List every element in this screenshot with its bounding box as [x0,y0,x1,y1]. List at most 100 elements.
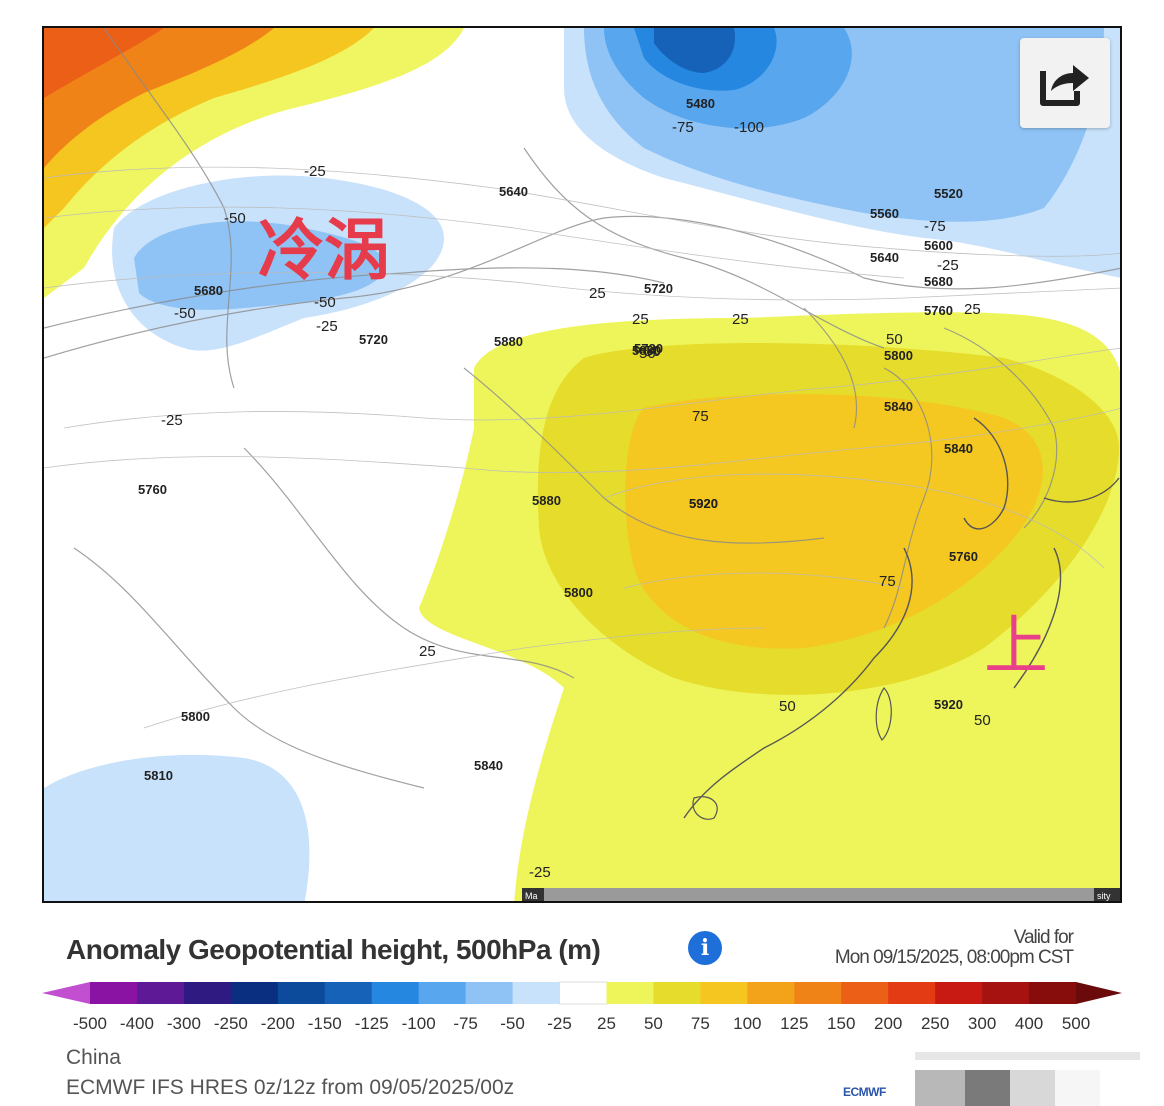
colorbar-min-arrow [42,982,90,1004]
colorbar-tick-label: -500 [72,1014,108,1033]
colorbar-max-arrow [1076,982,1122,1004]
contour-label: 25 [589,285,606,302]
contour-label: 25 [964,301,981,318]
contour-label: 50 [644,343,661,360]
colorbar-tick-label: 500 [1061,1014,1091,1033]
colorbar-swatch [465,982,514,1004]
colorbar-tick-label: 125 [780,1014,809,1033]
contour-label: 5800 [884,348,913,363]
colorbar-tick-label: 75 [690,1014,710,1033]
contour-label: -75 [924,218,946,235]
contour-label: 5920 [689,496,718,511]
contour-label: 5680 [924,274,953,289]
contour-label: 5600 [924,238,953,253]
contour-label: 5880 [632,343,661,358]
contour-label: 50 [779,698,796,715]
contour-label: 5720 [634,341,663,356]
slider-left-label: Ma [525,891,538,901]
colorbar-swatch [418,982,467,1004]
thumbnail-strip[interactable] [915,1052,1140,1106]
colorbar-tick-label: -75 [453,1014,478,1033]
contour-label: 5920 [689,496,718,511]
contour-label: 75 [879,573,896,590]
region-label: China [66,1046,121,1069]
contour-label: 5840 [474,758,503,773]
info-icon[interactable]: i [688,931,722,965]
share-icon [1040,65,1089,106]
contour-label: 25 [419,643,436,660]
colorbar-swatch [90,982,138,1004]
contour-label: -75 [672,119,694,136]
contour-label: 50 [974,712,991,729]
contour-label: 5800 [181,709,210,724]
colorbar-tick-label: -200 [260,1014,295,1033]
cold-vortex-annotation: 冷涡 [258,212,390,289]
anomaly-map-svg: Ma sity 冷涡 上 5480 -75 -100 5640 5520 -50 5560 -… [44,28,1120,901]
contour-label: -25 [529,864,551,881]
colorbar-tick-label: 50 [643,1014,663,1033]
contour-label: 5800 [564,585,593,600]
colorbar-tick-label: -125 [354,1014,389,1033]
valid-time: Valid for Mon 09/15/2025, 08:00pm CST [834,927,1074,968]
colorbar-swatch [888,982,936,1004]
contour-label: 5840 [884,399,913,414]
colorbar-swatch [512,982,561,1004]
colorbar-swatch [982,982,1030,1004]
contour-label: 5520 [934,186,963,201]
contour-label: 5880 [494,334,523,349]
contour-label: 5680 [194,283,223,298]
valid-for-label: Valid for [1013,927,1074,948]
contour-label: 5640 [499,184,528,199]
contour-label: 5720 [359,332,388,347]
contour-label: 5920 [934,697,963,712]
colorbar-swatch [559,981,608,1005]
contour-label: -50 [224,210,246,227]
contour-label: 5760 [138,482,167,497]
colorbar-swatch [841,982,889,1004]
contour-label: -100 [734,119,764,136]
contour-label: 5880 [532,493,561,508]
colorbar-tick-label: -150 [307,1014,342,1033]
colorbar-swatch [1029,982,1077,1004]
colorbar-tick-label: -100 [401,1014,436,1033]
contour-label: 5480 [686,96,715,111]
contour-label: 25 [732,311,749,328]
colorbar-tick-label: -400 [119,1014,154,1033]
colorbar-tick-label: 400 [1014,1014,1044,1033]
colorbar-tick-label: 150 [827,1014,856,1033]
contour-label: -25 [937,257,959,274]
colorbar-swatch [183,982,232,1004]
upper-annotation: 上 [984,610,1048,684]
contour-label: -25 [316,318,338,335]
contour-label: -50 [314,294,336,311]
colorbar-tick-label: -300 [166,1014,201,1033]
contour-label: 5560 [870,206,899,221]
contour-label: 25 [632,311,649,328]
valid-datetime: Mon 09/15/2025, 08:00pm CST [834,947,1074,968]
slider-right-label: sity [1097,891,1111,901]
colorbar-swatch [136,982,185,1004]
colorbar-tick-labels: -500 -400 -300 -250 -200 -150 -125 -100 -75 -50 -2… [0,1014,1164,1036]
contour-label: -25 [161,412,183,429]
ecmwf-logo: ECMWF [843,1085,886,1099]
colorbar-swatch [794,982,842,1004]
colorbar-swatch [700,982,748,1004]
contour-label: -50 [174,305,196,322]
contour-labels: 5480 -75 -100 5640 5520 -50 5560 -75 5600 5640 -25… [138,96,991,881]
contour-label: 5810 [144,768,173,783]
colorbar-tick-label: -250 [213,1014,248,1033]
colorbar-tick-label: 25 [597,1014,616,1033]
colorbar-tick-label: 100 [733,1014,762,1033]
share-button[interactable] [1020,38,1110,128]
colorbar-swatch [230,982,279,1004]
contour-label: 50 [886,331,903,348]
contour-label: 50 [639,345,656,362]
colorbar-swatch [653,982,701,1004]
colorbar-swatch [277,982,326,1004]
contour-label: 5640 [870,250,899,265]
colorbar-swatch [606,982,654,1004]
model-label: ECMWF IFS HRES 0z/12z from 09/05/2025/00… [66,1076,515,1099]
weather-map: Ma sity 冷涡 上 5480 -75 -100 5640 5520 -50 5560 -… [42,26,1122,903]
colorbar-swatch [324,982,373,1004]
colorbar-tick-label: 250 [920,1014,950,1033]
